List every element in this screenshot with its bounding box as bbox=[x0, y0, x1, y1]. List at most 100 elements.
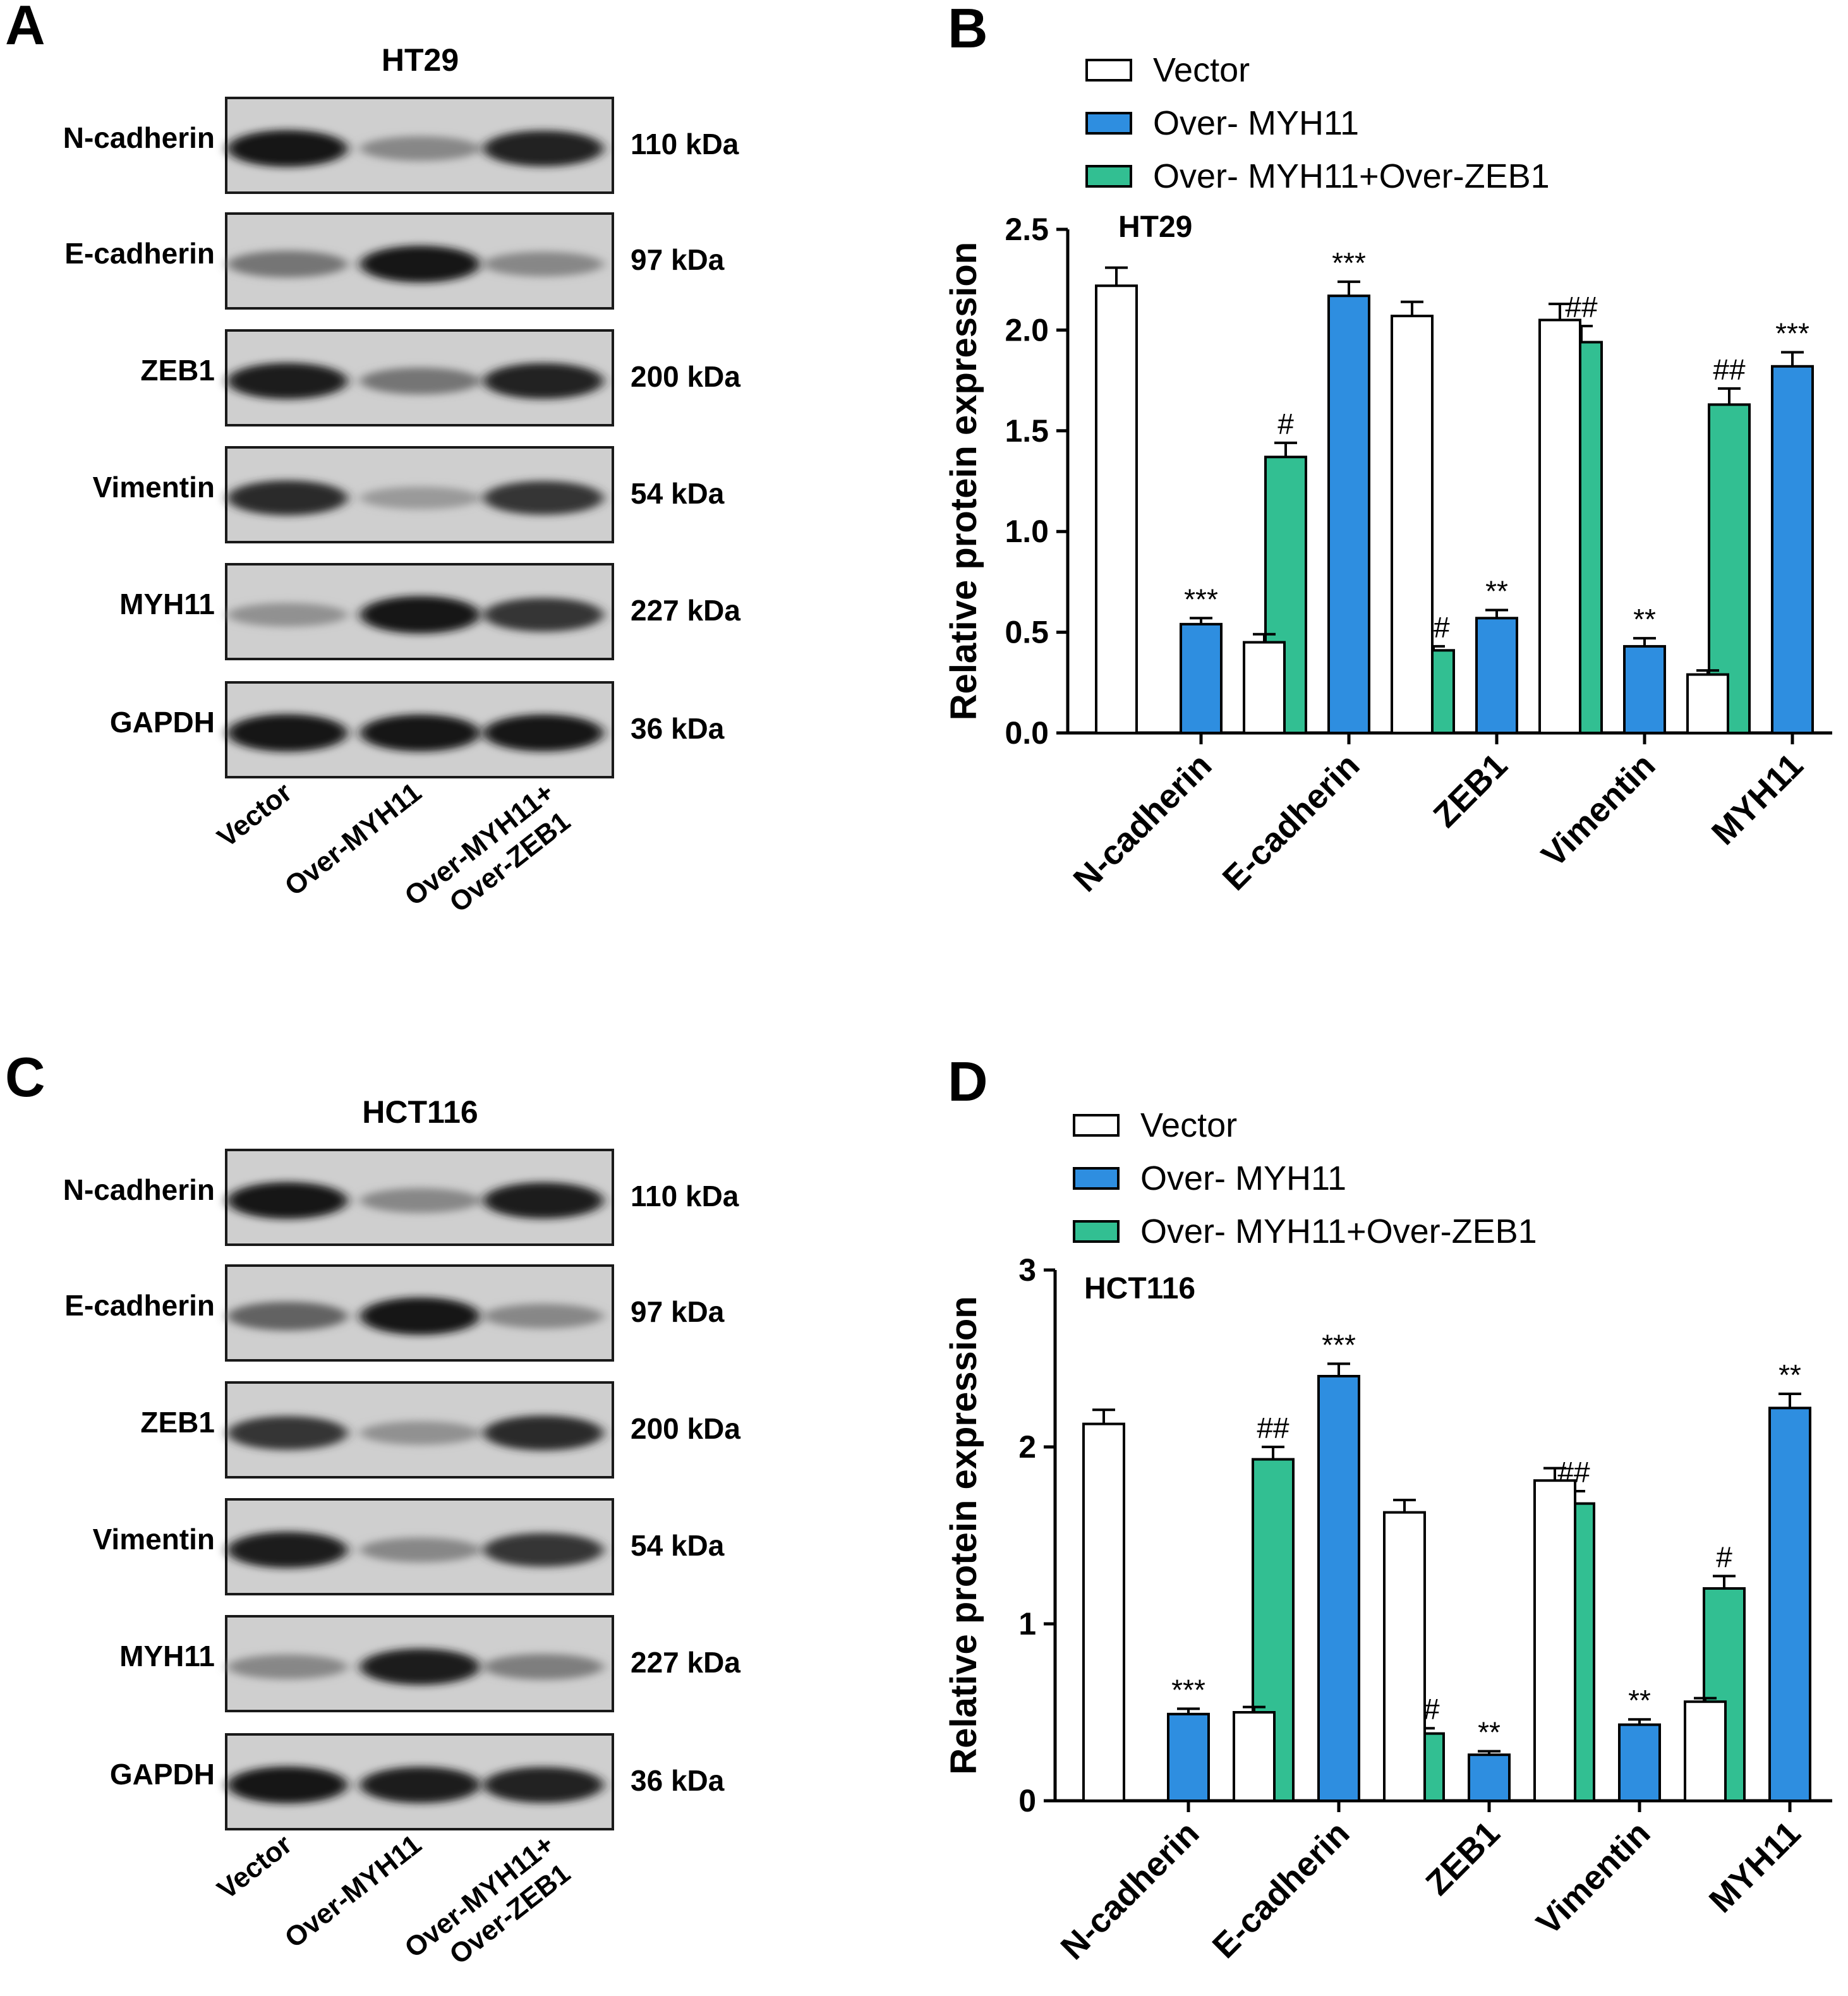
significance-mark: ** bbox=[1633, 603, 1656, 636]
protein-label: N-cadherin bbox=[63, 121, 215, 154]
y-axis-label: Relative protein expression bbox=[943, 242, 984, 720]
bar bbox=[1538, 318, 1581, 734]
protein-label: GAPDH bbox=[110, 1758, 215, 1791]
molecular-weight-label: 36 kDa bbox=[631, 712, 725, 745]
protein-band bbox=[227, 1532, 347, 1568]
protein-band bbox=[360, 136, 480, 161]
bar bbox=[1618, 1723, 1661, 1803]
y-tick-label: 2.5 bbox=[1005, 212, 1049, 247]
bar bbox=[1391, 315, 1434, 735]
panel-letter: B bbox=[948, 0, 988, 59]
bar bbox=[1167, 1712, 1210, 1803]
lane-label-line: Vector bbox=[212, 1829, 298, 1905]
blot-row: ZEB1 200 kDa bbox=[140, 1381, 740, 1479]
bar bbox=[1082, 1422, 1125, 1803]
y-tick-label: 2 bbox=[1018, 1429, 1036, 1465]
protein-band bbox=[360, 596, 480, 634]
protein-band bbox=[360, 1537, 480, 1563]
panel-letter: C bbox=[5, 1046, 45, 1108]
molecular-weight-label: 54 kDa bbox=[631, 1529, 725, 1562]
bar bbox=[1095, 284, 1138, 735]
bar bbox=[1317, 1375, 1360, 1802]
x-tick-label: MYH11 bbox=[1702, 1814, 1808, 1920]
chart-title: HCT116 bbox=[1084, 1272, 1195, 1305]
significance-mark: *** bbox=[1332, 246, 1366, 279]
significance-mark: ## bbox=[1713, 353, 1746, 386]
molecular-weight-label: 54 kDa bbox=[631, 477, 725, 510]
molecular-weight-label: 200 kDa bbox=[631, 360, 740, 393]
protein-label: ZEB1 bbox=[140, 1406, 215, 1439]
significance-mark: ** bbox=[1628, 1684, 1651, 1717]
legend-label: Over- MYH11+Over-ZEB1 bbox=[1153, 157, 1550, 195]
significance-mark: *** bbox=[1775, 317, 1809, 349]
protein-label: E-cadherin bbox=[64, 237, 215, 270]
significance-mark: *** bbox=[1184, 583, 1218, 615]
molecular-weight-label: 227 kDa bbox=[631, 594, 740, 627]
protein-band bbox=[360, 1188, 480, 1213]
bar bbox=[1771, 365, 1814, 734]
legend-label: Over- MYH11 bbox=[1140, 1159, 1346, 1197]
protein-label: MYH11 bbox=[119, 588, 215, 620]
y-tick-label: 1.0 bbox=[1005, 514, 1049, 549]
protein-band bbox=[227, 130, 347, 167]
bar bbox=[1180, 622, 1223, 735]
protein-band bbox=[227, 1182, 347, 1219]
protein-band bbox=[483, 598, 603, 632]
protein-band bbox=[227, 603, 347, 627]
significance-mark: ## bbox=[1257, 1412, 1289, 1444]
cell-line-title: HCT116 bbox=[362, 1094, 478, 1130]
x-tick-label: MYH11 bbox=[1705, 746, 1811, 852]
protein-band bbox=[227, 363, 347, 399]
x-tick-label: ZEB1 bbox=[1426, 746, 1514, 835]
protein-band bbox=[483, 1767, 603, 1803]
protein-band bbox=[483, 363, 603, 399]
legend-swatch bbox=[1073, 1114, 1120, 1137]
blot-row: N-cadherin 110 kDa bbox=[63, 97, 739, 194]
x-tick-label: N-cadherin bbox=[1054, 1814, 1207, 1967]
x-tick-label: E-cadherin bbox=[1205, 1814, 1357, 1966]
significance-mark: # bbox=[1277, 408, 1294, 440]
legend-swatch bbox=[1085, 165, 1132, 188]
bar bbox=[1768, 1406, 1811, 1802]
protein-band bbox=[483, 251, 603, 277]
significance-mark: # bbox=[1716, 1540, 1732, 1573]
legend-label: Vector bbox=[1153, 51, 1250, 89]
blot-row: GAPDH 36 kDa bbox=[110, 681, 725, 778]
blot-row: N-cadherin 110 kDa bbox=[63, 1149, 739, 1246]
panel-letter: D bbox=[948, 1050, 988, 1113]
blot-row: GAPDH 36 kDa bbox=[110, 1733, 725, 1830]
protein-band bbox=[227, 250, 347, 278]
protein-band bbox=[227, 1416, 347, 1450]
y-tick-label: 3 bbox=[1018, 1252, 1036, 1288]
blot-row: Vimentin 54 kDa bbox=[93, 1498, 725, 1595]
protein-band bbox=[227, 1654, 347, 1679]
blot-row: MYH11 227 kDa bbox=[119, 563, 740, 660]
bar bbox=[1686, 673, 1729, 734]
legend-label: Over- MYH11+Over-ZEB1 bbox=[1140, 1213, 1537, 1250]
blot-row: Vimentin 54 kDa bbox=[93, 446, 725, 543]
legend: Vector Over- MYH11 Over- MYH11+Over-ZEB1 bbox=[1073, 1106, 1537, 1250]
y-tick-label: 1.5 bbox=[1005, 413, 1049, 449]
bar bbox=[1684, 1700, 1727, 1802]
significance-mark: ## bbox=[1565, 291, 1598, 324]
protein-label: Vimentin bbox=[93, 471, 215, 504]
protein-band bbox=[227, 1302, 347, 1331]
protein-band bbox=[360, 367, 480, 395]
molecular-weight-label: 97 kDa bbox=[631, 1295, 725, 1328]
y-tick-label: 2.0 bbox=[1005, 312, 1049, 348]
protein-label: ZEB1 bbox=[140, 354, 215, 387]
bar bbox=[1623, 644, 1666, 735]
molecular-weight-label: 36 kDa bbox=[631, 1764, 725, 1797]
x-tick-label: Vimentin bbox=[1530, 1814, 1658, 1942]
cell-line-title: HT29 bbox=[382, 42, 459, 78]
significance-mark: ** bbox=[1478, 1716, 1501, 1749]
x-tick-label: Vimentin bbox=[1535, 746, 1663, 874]
lane-label: Vector bbox=[212, 1829, 298, 1905]
chart-title: HT29 bbox=[1118, 210, 1192, 244]
y-axis-label: Relative protein expression bbox=[943, 1296, 984, 1774]
protein-band bbox=[360, 487, 480, 509]
bar bbox=[1243, 641, 1286, 734]
protein-label: GAPDH bbox=[110, 706, 215, 739]
significance-mark: *** bbox=[1322, 1328, 1356, 1361]
